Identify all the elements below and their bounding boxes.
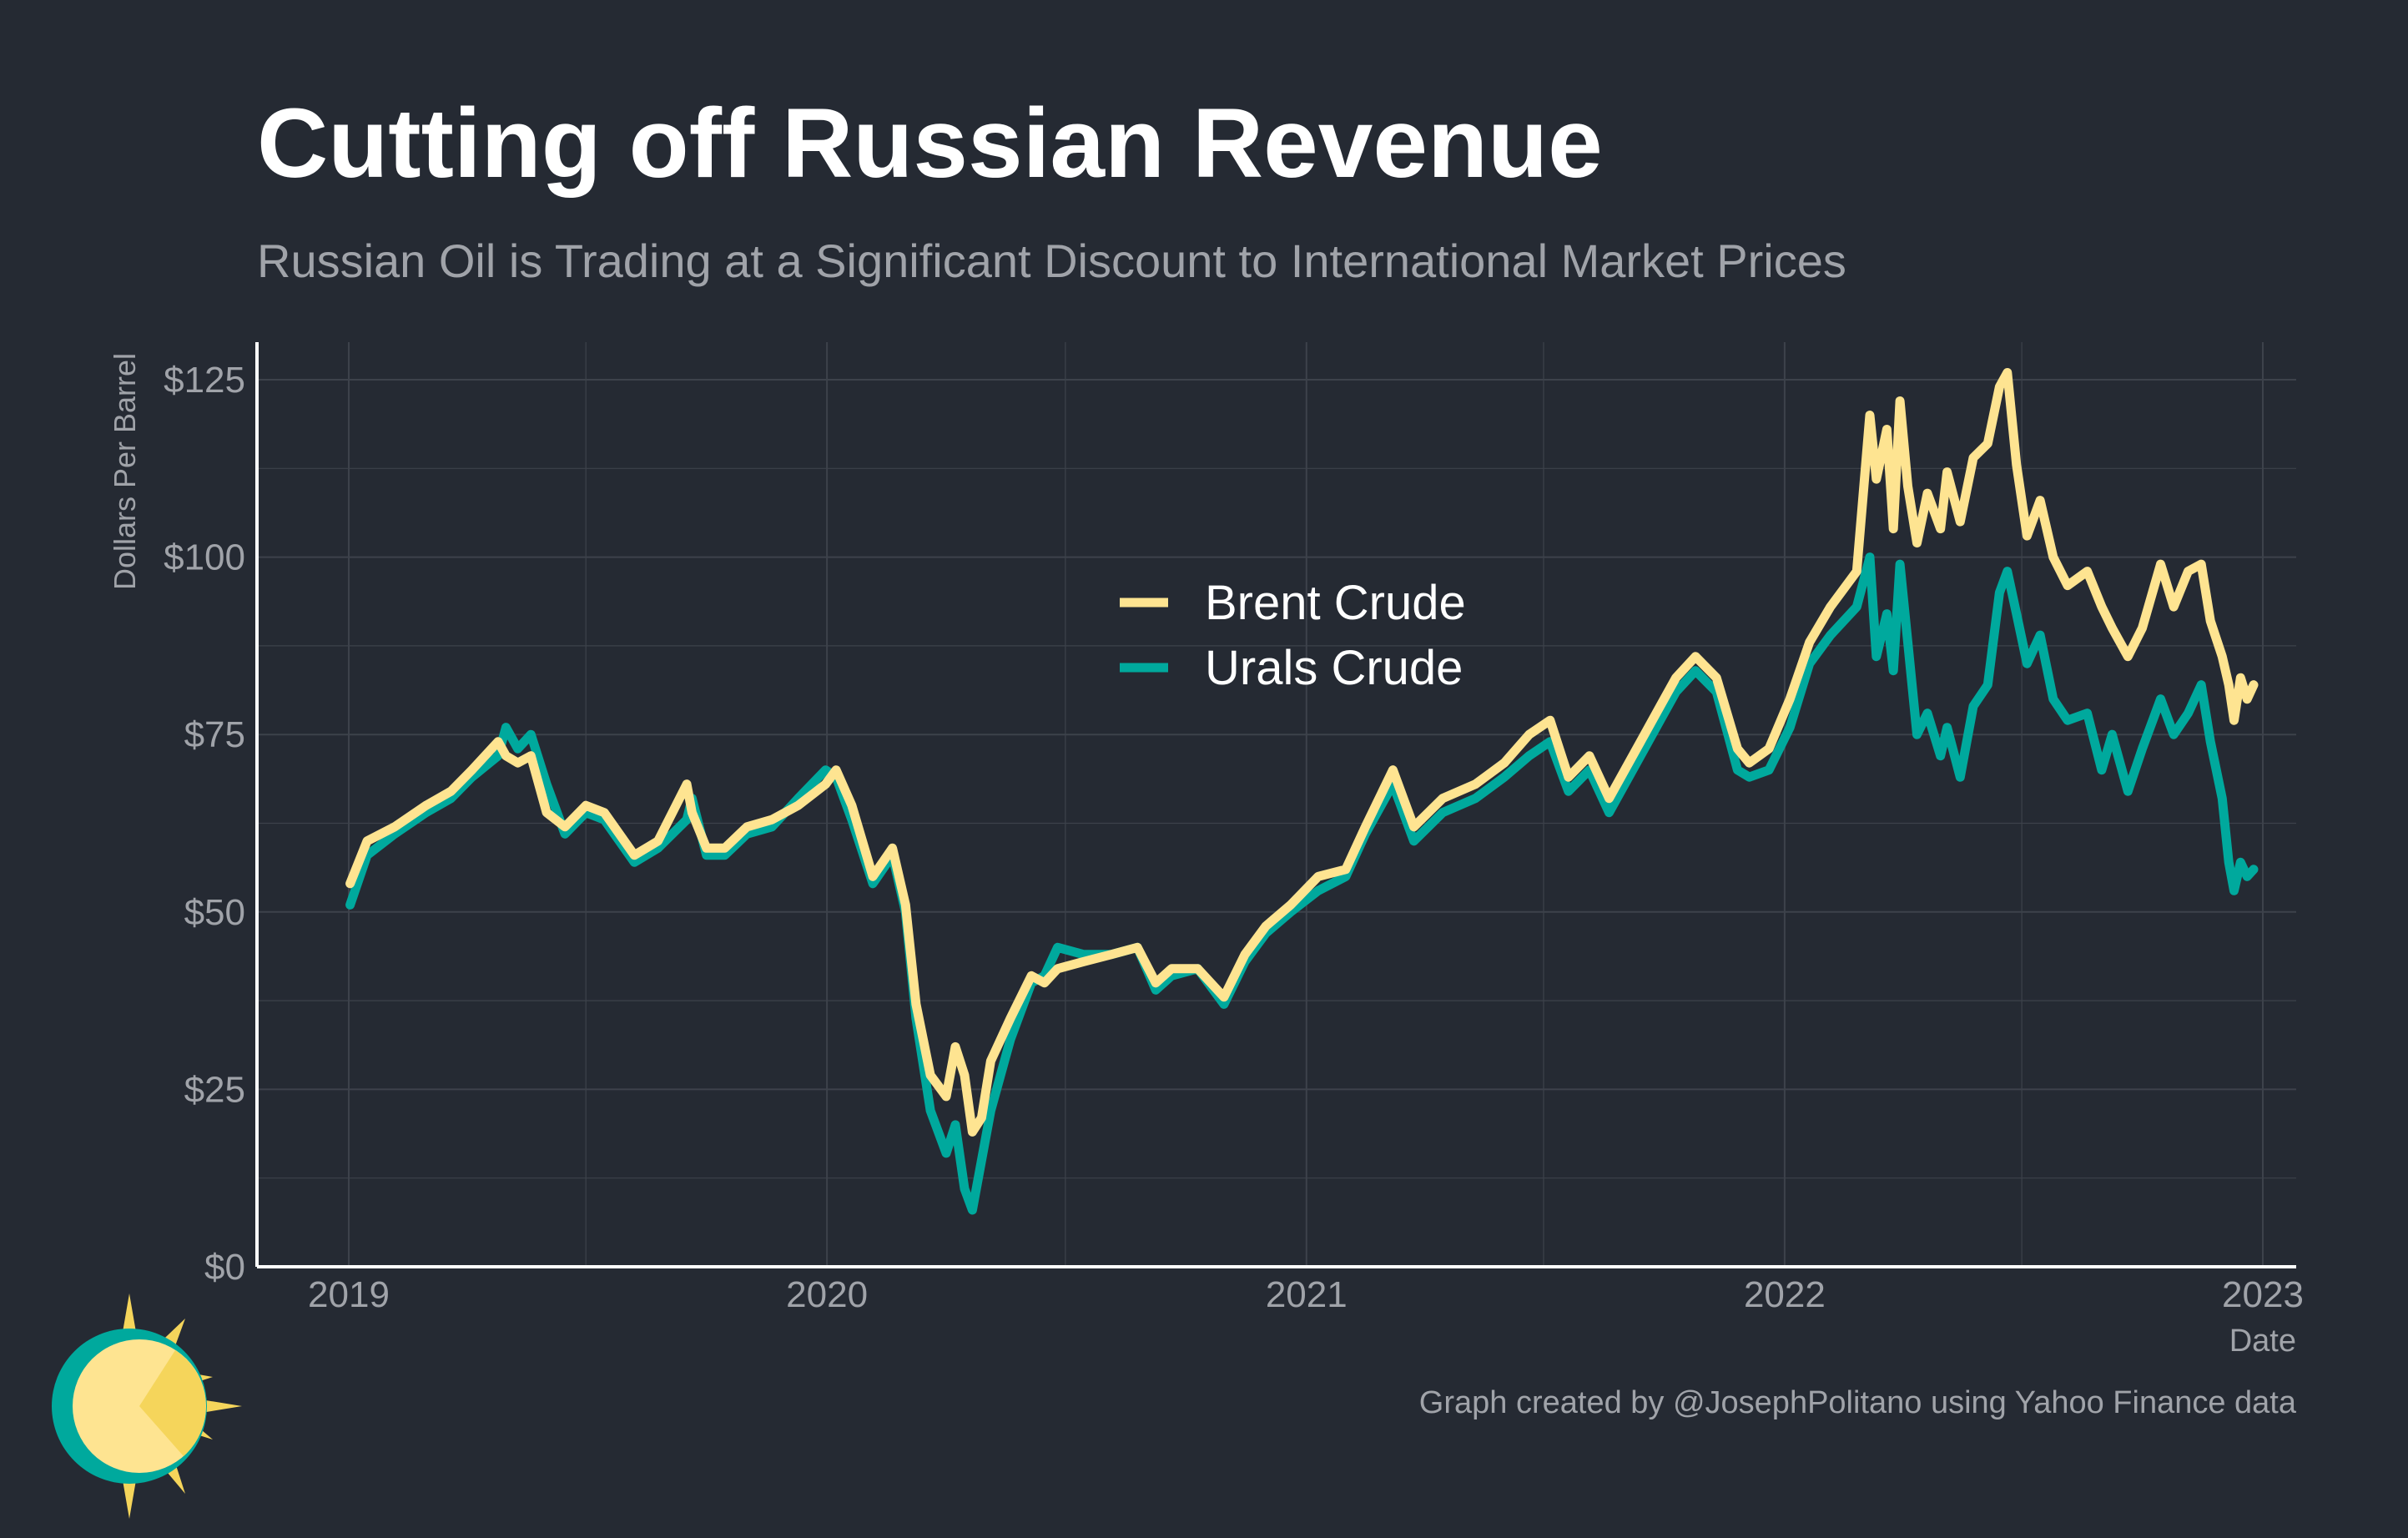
page-subtitle: Russian Oil is Trading at a Significant … — [257, 234, 1846, 287]
y-tick-label: $75 — [184, 714, 245, 755]
y-tick-label: $125 — [164, 360, 245, 401]
chart-series — [345, 368, 2259, 1215]
series-line-urals-crude — [345, 552, 2259, 1215]
legend-label: Urals Crude — [1205, 641, 1463, 695]
y-tick-label: $25 — [184, 1069, 245, 1110]
y-tick-label: $50 — [184, 892, 245, 933]
source-credit: Graph created by @JosephPolitano using Y… — [1418, 1385, 2296, 1420]
y-tick-label: $0 — [204, 1247, 245, 1288]
x-axis-label: Date — [2229, 1324, 2296, 1352]
series-line-brent-crude — [345, 368, 2259, 1137]
x-tick-label: 2020 — [786, 1274, 868, 1315]
sun-logo-icon — [52, 1293, 242, 1519]
chart-axes — [255, 342, 2296, 1268]
x-tick-label: 2021 — [1266, 1274, 1348, 1315]
y-axis-label: Dollars Per Barrel — [108, 353, 142, 590]
chart-grid — [257, 342, 2296, 1268]
y-tick-label: $100 — [164, 537, 245, 578]
chart-tick-labels: $0 $25 $50 $75 $100 $125 2019 2020 2021 2022 2023 — [164, 360, 2304, 1315]
x-tick-label: 2022 — [1744, 1274, 1826, 1315]
x-tick-label: 2023 — [2222, 1274, 2304, 1315]
chart-legend: Brent Crude Urals Crude — [1120, 576, 1466, 695]
page-title: Cutting off Russian Revenue — [257, 88, 1603, 199]
legend-label: Brent Crude — [1205, 576, 1466, 630]
x-tick-label: 2019 — [308, 1274, 390, 1315]
